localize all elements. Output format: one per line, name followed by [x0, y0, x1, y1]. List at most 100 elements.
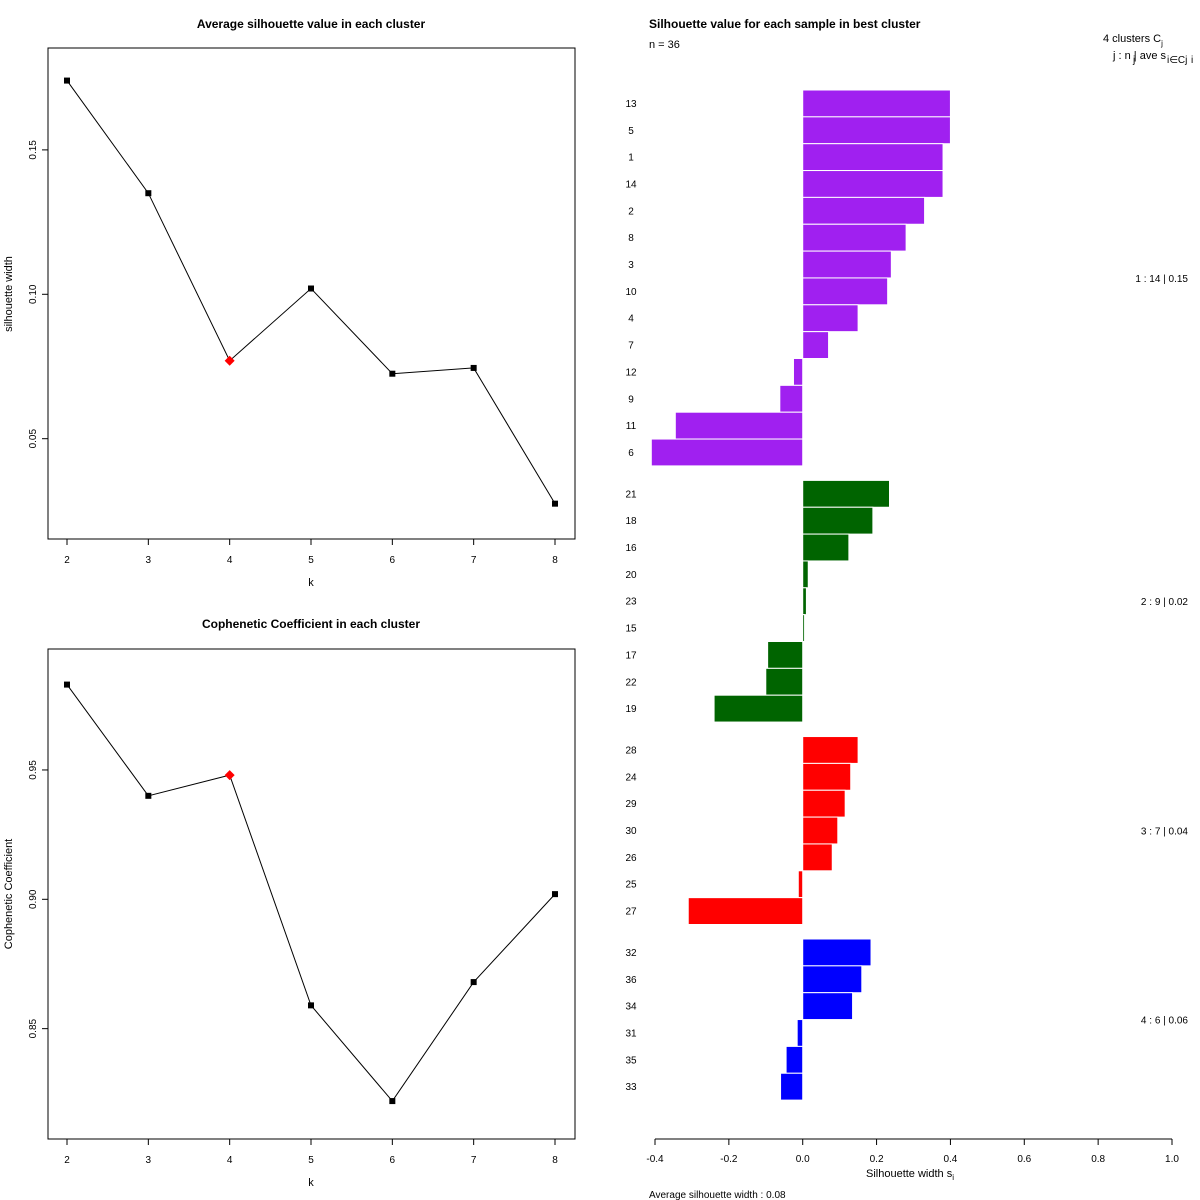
- plot-marks: 2 3 4 5 6 7 8 0.85 0.90 0.95: [28, 681, 558, 1166]
- plot-frame: [47, 47, 576, 540]
- x-tick-label: 0.4: [943, 1154, 957, 1165]
- data-point: [552, 500, 558, 507]
- best-k-point: [224, 355, 235, 366]
- y-tick-label: 0.90: [28, 889, 39, 909]
- sample-label: 4: [628, 314, 634, 325]
- sample-count: n = 36: [649, 39, 680, 51]
- y-tick-label: 0.10: [28, 284, 39, 304]
- x-tick-label: 6: [390, 1155, 396, 1166]
- plot-frame: [47, 648, 576, 1140]
- legend-sub-set: i∈Cj: [1167, 55, 1187, 66]
- data-point: [389, 370, 396, 377]
- silhouette-bar: [802, 223, 907, 252]
- sample-label: 35: [625, 1055, 637, 1066]
- x-tick-label: 8: [552, 1155, 558, 1166]
- cluster-summary: 3 : 7 | 0.04: [1141, 827, 1189, 838]
- x-axis-label: k: [308, 577, 314, 589]
- x-tick-label: 7: [471, 1155, 477, 1166]
- cluster-summary: 4 : 6 | 0.06: [1141, 1016, 1189, 1027]
- x-axis-label: k: [308, 1177, 314, 1189]
- y-axis-label: Cophenetic Coefficient: [3, 839, 15, 949]
- x-tick-label: 4: [227, 555, 233, 566]
- data-point: [470, 979, 477, 986]
- x-tick-label: -0.4: [646, 1154, 664, 1165]
- x-tick-label: 4: [227, 1155, 233, 1166]
- sample-label: 12: [625, 367, 637, 378]
- data-point: [145, 190, 152, 197]
- sample-label: 29: [625, 799, 637, 810]
- sample-label: 11: [626, 421, 637, 432]
- sample-label: 27: [625, 907, 637, 918]
- silhouette-bar: [650, 438, 804, 467]
- sample-label: 33: [625, 1082, 637, 1093]
- data-point: [64, 77, 70, 84]
- silhouette-bar: [674, 411, 804, 440]
- data-point: [308, 285, 314, 292]
- x-tick-label: 8: [552, 555, 558, 566]
- silhouette-bar: [802, 250, 892, 279]
- sample-label: 34: [625, 1002, 637, 1013]
- legend-sub-j: j: [1132, 55, 1135, 66]
- sample-label: 15: [625, 624, 637, 635]
- series-line: [66, 80, 556, 504]
- y-tick-label: 0.95: [28, 760, 39, 780]
- data-point: [145, 792, 152, 799]
- sample-label: 9: [628, 394, 634, 405]
- sample-label: 19: [625, 704, 637, 715]
- silhouette-bar: [780, 1072, 804, 1101]
- sample-label: 10: [625, 287, 637, 298]
- silhouette-bar: [802, 479, 890, 508]
- sample-label: 20: [625, 570, 637, 581]
- chart-title: Cophenetic Coefficient in each cluster: [202, 617, 420, 631]
- sample-label: 7: [628, 341, 634, 352]
- silhouette-bar: [797, 870, 804, 899]
- x-tick-label: 0.0: [796, 1154, 810, 1165]
- x-tick-label: 5: [308, 1155, 314, 1166]
- silhouette-bar: [802, 304, 859, 333]
- silhouette-bar: [802, 506, 874, 535]
- data-point: [470, 364, 477, 371]
- legend-header: j : n | ave s: [1112, 50, 1166, 62]
- silhouette-bar: [802, 938, 872, 967]
- y-axis-label: silhouette width: [3, 256, 15, 332]
- sample-label: 31: [625, 1028, 637, 1039]
- sample-label: 8: [628, 233, 634, 244]
- sample-label: 36: [625, 975, 637, 986]
- silhouette-bar: [767, 641, 804, 669]
- x-tick-label: 6: [390, 555, 396, 566]
- data-point: [308, 1002, 314, 1009]
- sample-label: 5: [628, 126, 634, 137]
- silhouette-bar: [713, 694, 804, 723]
- silhouette-bar: [802, 843, 833, 872]
- sample-label: 23: [625, 597, 637, 608]
- legend-sub-i: i: [1191, 55, 1193, 66]
- sample-label: 16: [625, 543, 637, 554]
- sample-label: 30: [625, 826, 637, 837]
- chart-title: Average silhouette value in each cluster: [197, 17, 426, 31]
- y-tick-label: 0.05: [28, 429, 39, 449]
- average-width-footer: Average silhouette width : 0.08: [649, 1190, 786, 1200]
- x-tick-label: 3: [146, 1155, 152, 1166]
- x-axis-label-text: Silhouette width s: [866, 1168, 953, 1180]
- silhouette-bar: [802, 965, 863, 994]
- sample-label: 18: [625, 516, 637, 527]
- cluster-summary: 1 : 14 | 0.15: [1135, 274, 1188, 285]
- silhouette-bar: [802, 736, 859, 764]
- sample-label: 32: [625, 948, 637, 959]
- data-point: [389, 1098, 396, 1105]
- clusters-header: 4 clusters Cj: [1103, 33, 1163, 48]
- data-point: [64, 681, 70, 688]
- silhouette-bar: [802, 116, 951, 145]
- silhouette-bar-chart: Silhouette value for each sample in best…: [625, 17, 1193, 1200]
- cophenetic-line-chart: Cophenetic Coefficient in each cluster k…: [3, 617, 576, 1189]
- silhouette-line-chart: Average silhouette value in each cluster…: [3, 17, 576, 589]
- sample-label: 17: [625, 650, 637, 661]
- silhouette-bar: [802, 170, 944, 198]
- x-axis-label: Silhouette width si: [866, 1168, 954, 1182]
- silhouette-bar: [687, 897, 804, 926]
- silhouette-bar: [802, 89, 951, 118]
- silhouette-bar: [802, 196, 926, 225]
- silhouette-bar: [802, 331, 830, 359]
- silhouette-bar: [802, 277, 889, 306]
